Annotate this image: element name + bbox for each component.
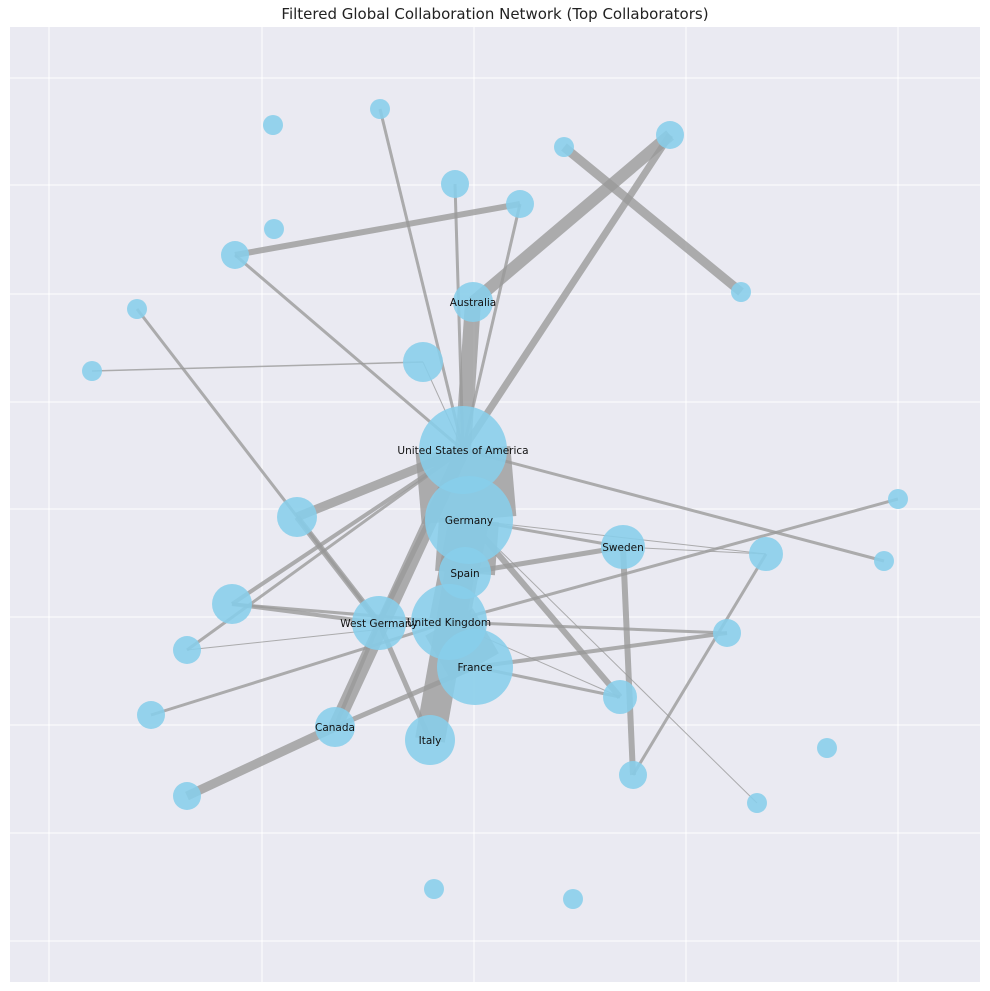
chart-title: Filtered Global Collaboration Network (T… <box>281 5 709 23</box>
node-n20 <box>603 680 637 714</box>
node-n17 <box>212 584 252 624</box>
node-n27 <box>563 889 583 909</box>
node-label-canada: Canada <box>315 722 355 734</box>
node-n2 <box>263 115 283 135</box>
node-n24 <box>173 782 201 810</box>
edge-n12-n11 <box>91 361 424 372</box>
edge-usa-n1 <box>378 108 465 451</box>
node-label-spain: Spain <box>450 568 479 580</box>
node-italy <box>405 715 455 765</box>
edge-sweden-n23 <box>620 546 636 776</box>
node-n13 <box>888 489 908 509</box>
nodes <box>82 99 908 909</box>
edge-germany-n25 <box>468 519 758 804</box>
node-n23 <box>619 761 647 789</box>
node-label-sweden: Sweden <box>602 542 644 554</box>
edge-uk-n18 <box>448 620 728 635</box>
node-n3 <box>554 137 574 157</box>
node-n16 <box>874 551 894 571</box>
node-n9 <box>731 282 751 302</box>
node-n22 <box>817 738 837 758</box>
node-n21 <box>137 701 165 729</box>
node-usa <box>419 406 507 494</box>
edge-usa-n4 <box>460 133 673 452</box>
node-n4 <box>656 121 684 149</box>
node-n18 <box>713 619 741 647</box>
node-label-france: France <box>458 662 493 674</box>
node-germany <box>425 476 513 564</box>
edge-n8-n6 <box>234 201 521 258</box>
edge-canada-n24 <box>185 722 337 801</box>
node-n19 <box>173 636 201 664</box>
edge-usa-n8 <box>234 253 464 452</box>
node-label-italy: Italy <box>419 735 442 747</box>
node-n15 <box>749 537 783 571</box>
edge-usa-n5 <box>453 183 465 451</box>
node-n8 <box>221 241 249 269</box>
edge-n23-n15 <box>631 553 768 776</box>
node-label-uk: United Kingdom <box>407 617 491 629</box>
node-label-australia: Australia <box>450 297 496 309</box>
node-n14 <box>277 497 317 537</box>
node-n1 <box>370 99 390 119</box>
node-label-germany: Germany <box>445 515 493 527</box>
node-france <box>437 629 513 705</box>
node-west_germany <box>352 596 406 650</box>
node-n12 <box>82 361 102 381</box>
node-label-west_germany: West Germany <box>340 618 417 630</box>
edge-australia-n4 <box>469 130 674 307</box>
node-n5 <box>441 170 469 198</box>
edge-n3-n9 <box>561 143 744 296</box>
edge-spain-sweden <box>464 544 624 576</box>
edge-usa-n16 <box>462 448 885 563</box>
node-n26 <box>424 879 444 899</box>
node-labels: United States of America Germany Spain Unit… <box>315 297 644 747</box>
edge-sweden-n15 <box>622 546 767 555</box>
node-n25 <box>747 793 767 813</box>
node-sweden <box>601 525 645 569</box>
node-n10 <box>127 299 147 319</box>
edge-usa-n17 <box>230 448 465 606</box>
node-label-usa: United States of America <box>397 445 528 457</box>
node-australia <box>453 282 493 322</box>
node-canada <box>315 707 355 747</box>
edge-uk-n13 <box>448 497 899 624</box>
node-n7 <box>264 219 284 239</box>
node-n6 <box>506 190 534 218</box>
node-n11 <box>403 342 443 382</box>
grid-lines <box>10 27 980 982</box>
